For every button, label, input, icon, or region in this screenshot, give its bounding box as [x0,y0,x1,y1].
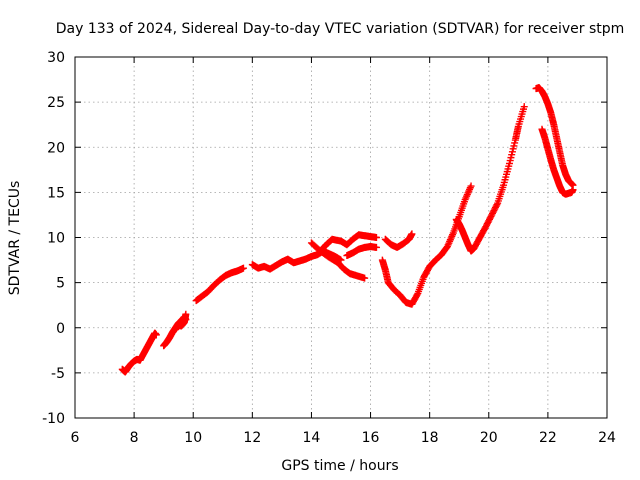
x-tick-label: 6 [71,430,80,446]
series-arc-1 [118,329,160,376]
data-point [372,243,380,251]
data-point [361,274,369,282]
x-tick-label: 24 [598,430,616,446]
series-arc-13 [538,125,577,198]
y-tick-label: -5 [51,366,65,382]
series-arc-7 [316,231,380,255]
x-tick-label: 10 [184,430,202,446]
data-points [118,84,577,376]
data-point [408,230,416,238]
data-point [520,103,528,111]
data-point [569,186,577,194]
x-tick-label: 12 [243,430,261,446]
x-tick-label: 16 [362,430,380,446]
x-tick-label: 18 [421,430,439,446]
chart-title: Day 133 of 2024, Sidereal Day-to-day VTE… [56,21,625,37]
grid-lines [75,57,607,418]
data-point [239,264,247,272]
x-tick-label: 8 [130,430,139,446]
y-tick-label: 30 [47,50,65,66]
series-arc-4 [192,264,247,305]
x-axis-label: GPS time / hours [281,458,398,474]
data-point [152,331,160,339]
data-point-interp [493,201,501,209]
y-tick-label: 25 [47,95,65,111]
y-tick-label: 10 [47,231,65,247]
data-point [467,182,475,190]
data-point [372,234,380,241]
y-tick-label: -10 [42,411,65,427]
series-arc-3 [171,310,190,334]
x-tick-label: 20 [480,430,498,446]
x-tick-label: 22 [539,430,557,446]
x-tick-label: 14 [303,430,321,446]
data-point-interp [413,291,421,299]
y-tick-label: 15 [47,185,65,201]
series-arc-8 [343,243,380,260]
series-arc-6 [307,239,369,282]
y-tick-label: 0 [56,321,65,337]
axis-ticks: 6 8 10 12 14 16 18 20 22 24 -10 -5 0 5 10 15 20 25 30 [42,50,616,446]
y-tick-label: 5 [56,276,65,292]
data-point [182,310,190,318]
y-tick-label: 20 [47,140,65,156]
series-arc-9 [381,230,416,251]
series-arc-12 [532,84,577,189]
series-arc-11 [452,103,528,255]
y-axis-label: SDTVAR / TECUs [7,181,23,296]
